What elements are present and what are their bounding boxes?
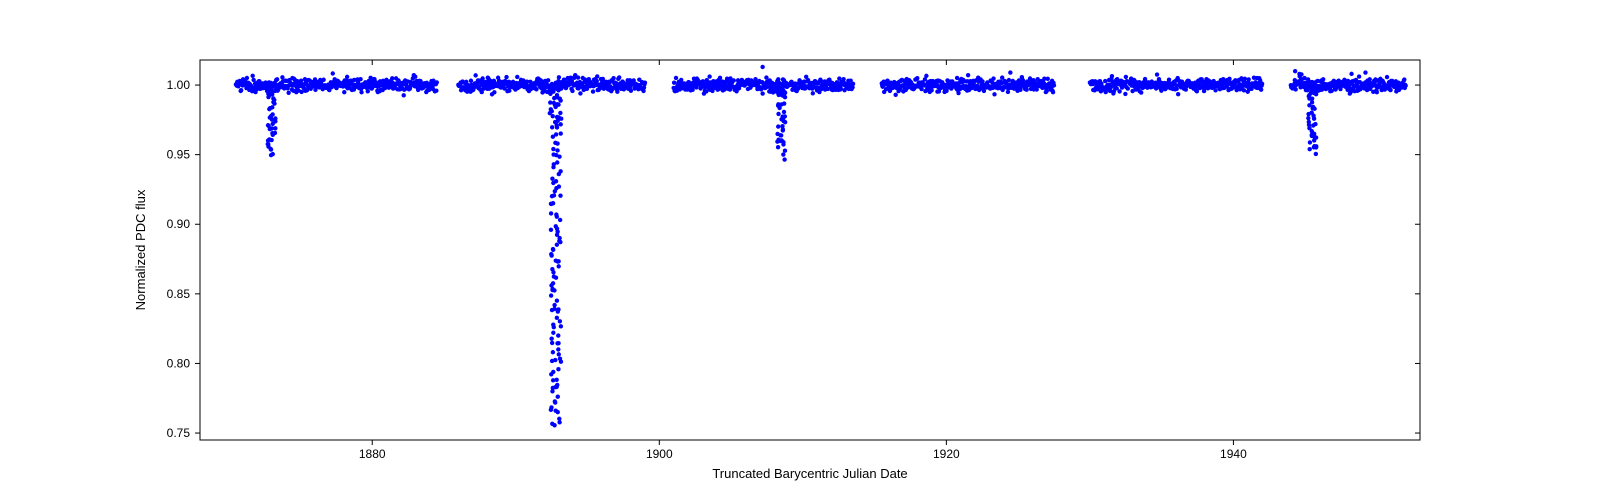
svg-text:0.85: 0.85 <box>167 287 191 301</box>
y-axis-label: Normalized PDC flux <box>133 189 148 310</box>
chart-svg: 1880 1900 1920 1940 0.75 0.80 0.85 0.90 0.95 1.00… <box>0 0 1600 500</box>
svg-text:1900: 1900 <box>646 447 673 461</box>
svg-text:1880: 1880 <box>359 447 386 461</box>
lightcurve-chart: 1880 1900 1920 1940 0.75 0.80 0.85 0.90 0.95 1.00… <box>0 0 1600 500</box>
svg-text:1920: 1920 <box>933 447 960 461</box>
svg-text:0.95: 0.95 <box>167 148 191 162</box>
svg-text:0.90: 0.90 <box>167 217 191 231</box>
svg-text:1940: 1940 <box>1220 447 1247 461</box>
svg-text:0.75: 0.75 <box>167 426 191 440</box>
svg-text:0.80: 0.80 <box>167 356 191 370</box>
x-axis-label: Truncated Barycentric Julian Date <box>712 466 907 481</box>
svg-text:1.00: 1.00 <box>167 78 191 92</box>
